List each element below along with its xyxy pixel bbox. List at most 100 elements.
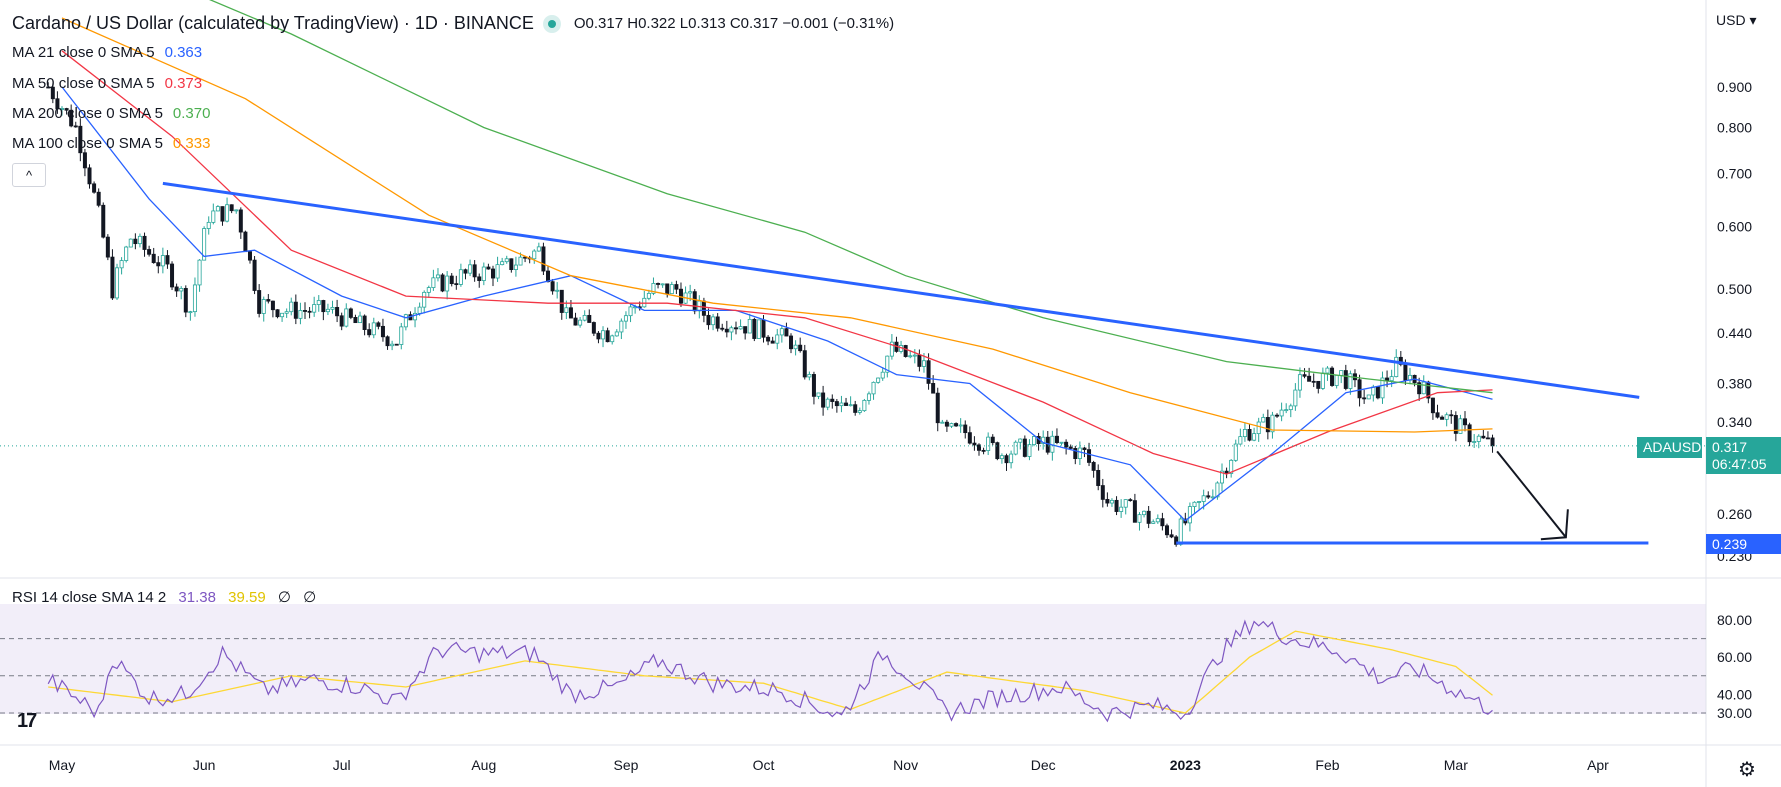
candle-body: [188, 311, 193, 314]
candle-body: [536, 246, 541, 252]
candle-body: [1467, 424, 1472, 443]
candle-body: [1398, 356, 1403, 365]
candle-body: [601, 330, 606, 340]
candle-body: [69, 109, 74, 127]
candle-body: [1444, 414, 1449, 420]
candle-body: [46, 86, 51, 89]
settings-gear-icon[interactable]: ⚙: [1738, 759, 1756, 781]
candle-body: [532, 250, 537, 260]
candle-body: [1137, 514, 1142, 523]
candle-body: [660, 283, 665, 286]
candle-body: [1348, 373, 1353, 389]
candle-body: [445, 275, 450, 292]
candle-body: [128, 238, 133, 248]
time-axis-tick-label: Sep: [613, 757, 638, 773]
candle-body: [137, 235, 142, 245]
candle-body: [1362, 397, 1367, 400]
candle-body: [1004, 455, 1009, 464]
candle-body: [1045, 436, 1050, 453]
rsi-extra-1: ∅: [277, 589, 291, 606]
tradingview-logo-icon[interactable]: 17: [17, 710, 37, 732]
candle-body: [866, 393, 871, 401]
candle-body: [1307, 375, 1312, 382]
candle-body: [202, 228, 207, 261]
candle-body: [170, 263, 175, 288]
candle-body: [101, 204, 106, 238]
candle-body: [1371, 386, 1376, 396]
candle-body: [981, 449, 986, 452]
candle-body: [1059, 441, 1064, 444]
price-axis-tick-label: 0.440: [1717, 325, 1752, 341]
indicator-legend-ma50[interactable]: MA 50 close 0 SMA 5 0.373: [12, 75, 202, 92]
market-status-icon: [547, 19, 556, 28]
price-axis-tick-label: 0.260: [1717, 506, 1752, 522]
candle-body: [798, 344, 803, 352]
indicator-legend-ma21[interactable]: MA 21 close 0 SMA 5 0.363: [12, 44, 202, 61]
candle-body: [949, 423, 954, 427]
candle-body: [541, 246, 546, 272]
candle-body: [917, 354, 922, 367]
candle-body: [119, 260, 124, 269]
candle-body: [463, 269, 468, 274]
candle-body: [1275, 414, 1280, 417]
candle-body: [1265, 417, 1270, 433]
candle-body: [926, 360, 931, 384]
candle-body: [651, 283, 656, 294]
candle-body: [344, 308, 349, 327]
candle-body: [752, 318, 757, 339]
candle-body: [142, 235, 147, 250]
ohlc-values: O0.317 H0.322 L0.313 C0.317 −0.001 (−0.3…: [573, 15, 895, 32]
candle-body: [105, 236, 110, 258]
time-axis-tick-label: Mar: [1444, 757, 1468, 773]
candle-body: [284, 311, 289, 314]
indicator-label: MA 100 close 0 SMA 5: [12, 135, 163, 152]
candle-body: [1229, 459, 1234, 474]
candle-body: [422, 291, 427, 308]
candle-body: [1463, 418, 1468, 426]
candle-body: [1421, 381, 1426, 395]
rsi-label: RSI 14 close SMA 14 2: [12, 589, 167, 606]
candle-body: [1178, 518, 1183, 545]
projection-arrow: [1496, 450, 1567, 538]
candle-body: [1284, 409, 1289, 412]
candle-body: [1169, 534, 1174, 538]
candle-body: [238, 209, 243, 233]
candle-body: [954, 423, 959, 427]
candle-body: [990, 436, 995, 444]
moving-average-line: [61, 50, 1493, 475]
candle-body: [811, 374, 816, 397]
indicator-legend-ma200[interactable]: MA 200 close 0 SMA 5 0.370: [12, 105, 210, 122]
candle-body: [353, 317, 358, 324]
collapse-legend-button[interactable]: ^: [12, 163, 46, 187]
candle-body: [298, 310, 303, 319]
candle-body: [413, 312, 418, 321]
candle-body: [986, 436, 991, 451]
candle-body: [1238, 436, 1243, 445]
candle-body: [784, 328, 789, 337]
candle-body: [1417, 382, 1422, 395]
indicator-value: 0.373: [164, 75, 203, 92]
candle-body: [1485, 437, 1490, 440]
symbol-title[interactable]: Cardano / US Dollar (calculated by Tradi…: [12, 13, 534, 33]
candle-body: [1215, 482, 1220, 498]
candle-body: [1302, 374, 1307, 377]
candle-body: [183, 288, 188, 313]
candle-body: [1206, 495, 1211, 498]
currency-selector[interactable]: USD ▾: [1716, 12, 1756, 29]
candle-body: [1293, 389, 1298, 407]
chart-header: Cardano / US Dollar (calculated by Tradi…: [12, 13, 894, 34]
candle-body: [623, 315, 628, 322]
candle-body: [1366, 394, 1371, 400]
rsi-legend[interactable]: RSI 14 close SMA 14 2 31.38 39.59 ∅ ∅: [12, 588, 324, 606]
candle-body: [192, 284, 197, 313]
projection-arrow-head: [1540, 509, 1569, 541]
rsi-axis-tick-label: 30.00: [1717, 705, 1752, 721]
candle-body: [73, 125, 78, 128]
level-price-tag: 0.239: [1706, 534, 1781, 554]
candle-body: [275, 309, 280, 318]
indicator-legend-ma100[interactable]: MA 100 close 0 SMA 5 0.333: [12, 135, 210, 152]
candle-body: [1334, 374, 1339, 386]
candle-body: [417, 306, 422, 314]
time-axis-tick-label: Oct: [753, 757, 775, 773]
